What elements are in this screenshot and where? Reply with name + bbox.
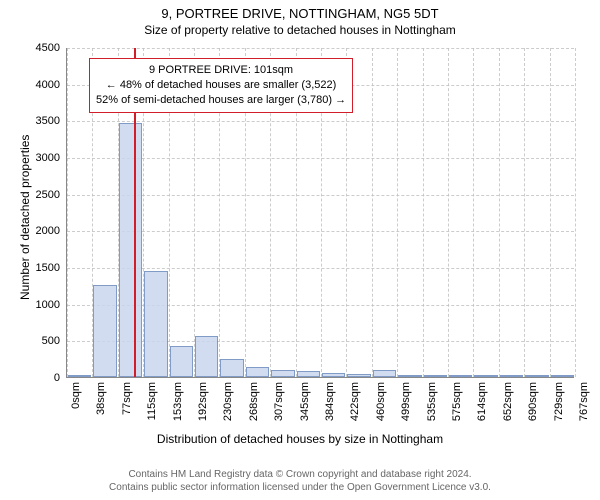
- histogram-bar: [347, 374, 370, 377]
- grid-vertical: [448, 48, 449, 377]
- x-tick-label: 192sqm: [197, 382, 209, 442]
- y-tick-label: 3500: [10, 115, 60, 127]
- y-tick-label: 1500: [10, 262, 60, 274]
- y-tick-label: 3000: [10, 152, 60, 164]
- histogram-bar: [93, 285, 116, 377]
- annotation-line-3: 52% of semi-detached houses are larger (…: [96, 93, 346, 108]
- x-tick-label: 345sqm: [299, 382, 311, 442]
- histogram-bar: [68, 375, 91, 377]
- y-tick-label: 4500: [10, 42, 60, 54]
- annotation-line-1: 9 PORTREE DRIVE: 101sqm: [96, 63, 346, 78]
- plot-area: 9 PORTREE DRIVE: 101sqm ← 48% of detache…: [66, 48, 574, 378]
- x-tick-label: 422sqm: [349, 382, 361, 442]
- histogram-bar: [424, 375, 447, 377]
- histogram-bar: [551, 375, 574, 377]
- x-tick-label: 499sqm: [400, 382, 412, 442]
- grid-vertical: [473, 48, 474, 377]
- annotation-line-2: ← 48% of detached houses are smaller (3,…: [96, 78, 346, 93]
- x-tick-label: 230sqm: [222, 382, 234, 442]
- histogram-bar: [119, 123, 142, 377]
- chart-title-block: 9, PORTREE DRIVE, NOTTINGHAM, NG5 5DT Si…: [0, 6, 600, 38]
- histogram-bar: [297, 371, 320, 377]
- x-tick-label: 153sqm: [172, 382, 184, 442]
- x-tick-label: 535sqm: [426, 382, 438, 442]
- grid-vertical: [397, 48, 398, 377]
- grid-vertical: [423, 48, 424, 377]
- x-tick-label: 77sqm: [121, 382, 133, 442]
- footer-line-2: Contains public sector information licen…: [0, 481, 600, 494]
- y-tick-label: 1000: [10, 299, 60, 311]
- x-tick-label: 0sqm: [70, 382, 82, 442]
- histogram-bar: [474, 375, 497, 377]
- grid-vertical: [550, 48, 551, 377]
- y-tick-label: 2000: [10, 225, 60, 237]
- grid-vertical: [372, 48, 373, 377]
- footer-credits: Contains HM Land Registry data © Crown c…: [0, 468, 600, 494]
- x-tick-label: 729sqm: [553, 382, 565, 442]
- y-tick-label: 500: [10, 335, 60, 347]
- x-tick-label: 268sqm: [248, 382, 260, 442]
- title-line-1: 9, PORTREE DRIVE, NOTTINGHAM, NG5 5DT: [0, 6, 600, 23]
- histogram-bar: [246, 367, 269, 377]
- x-tick-label: 614sqm: [476, 382, 488, 442]
- histogram-bar: [144, 271, 167, 377]
- histogram-bar: [170, 346, 193, 377]
- x-tick-label: 575sqm: [451, 382, 463, 442]
- x-tick-label: 460sqm: [375, 382, 387, 442]
- grid-vertical: [67, 48, 68, 377]
- histogram-bar: [322, 373, 345, 377]
- title-line-2: Size of property relative to detached ho…: [0, 23, 600, 39]
- histogram-bar: [373, 370, 396, 377]
- x-tick-label: 652sqm: [502, 382, 514, 442]
- x-tick-label: 690sqm: [527, 382, 539, 442]
- footer-line-1: Contains HM Land Registry data © Crown c…: [0, 468, 600, 481]
- histogram-bar: [449, 375, 472, 377]
- histogram-bar: [271, 370, 294, 377]
- histogram-bar: [195, 336, 218, 377]
- x-tick-label: 38sqm: [95, 382, 107, 442]
- histogram-bar: [398, 375, 421, 377]
- x-tick-label: 115sqm: [146, 382, 158, 442]
- grid-vertical: [499, 48, 500, 377]
- histogram-bar: [220, 359, 243, 377]
- x-tick-label: 307sqm: [273, 382, 285, 442]
- histogram-bar: [500, 375, 523, 377]
- y-tick-label: 4000: [10, 79, 60, 91]
- annotation-box: 9 PORTREE DRIVE: 101sqm ← 48% of detache…: [89, 58, 353, 113]
- x-tick-label: 384sqm: [324, 382, 336, 442]
- x-tick-label: 767sqm: [578, 382, 590, 442]
- histogram-bar: [525, 375, 548, 377]
- grid-vertical: [575, 48, 576, 377]
- y-tick-label: 0: [10, 372, 60, 384]
- y-tick-label: 2500: [10, 189, 60, 201]
- grid-vertical: [524, 48, 525, 377]
